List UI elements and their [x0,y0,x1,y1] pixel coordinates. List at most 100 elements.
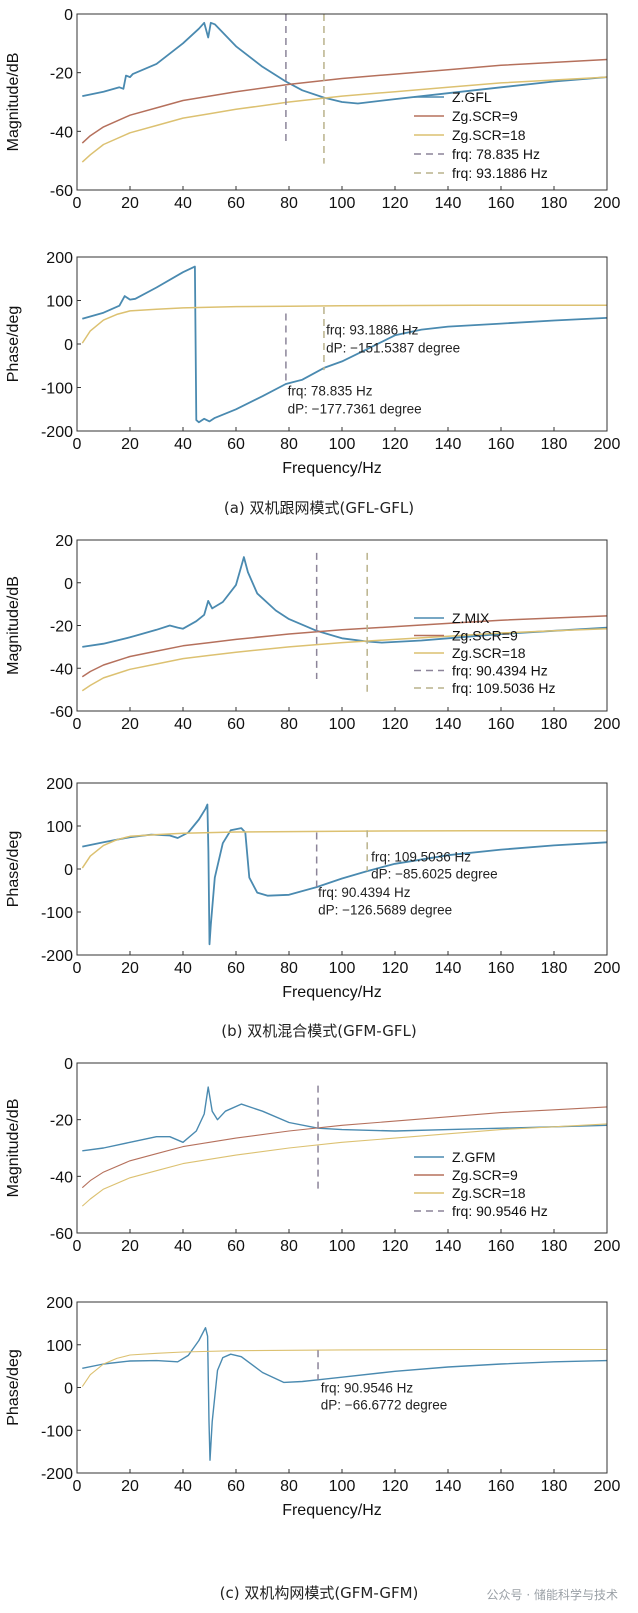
x-tick-label: 80 [280,436,298,453]
series-zg-scr-9 [81,304,607,344]
y-axis-label: Magnitude/dB [5,576,22,675]
y-axis-label: Phase/deg [5,306,22,383]
chart-a-phase: 0 20 40 60 80 100 120 140 160 180 200 -200 -100 0 100 2… [5,250,620,477]
x-tick-label: 180 [541,1238,568,1255]
x-tick-label: 100 [329,960,356,977]
series-z-gfl [82,265,608,424]
x-tick-label: 80 [280,716,298,733]
x-tick-label: 140 [435,1238,462,1255]
y-tick-label: -200 [41,1466,73,1483]
data-tip-label: frq: 109.5036 Hz [371,849,471,864]
x-tick-label: 120 [382,436,409,453]
series-z-gfm [82,1086,608,1152]
series-zg-scr-9 [81,829,607,869]
chart-c-phase: 0 20 40 60 80 100 120 140 160 180 200 -200 -100 0 100 2… [5,1295,620,1519]
legend: Z.GFM Zg.SCR=9 Zg.SCR=18 frq: 90.9546 Hz [414,1149,548,1219]
x-tick-label: 120 [382,716,409,733]
y-tick-label: 100 [46,819,73,836]
x-tick-label: 160 [488,960,515,977]
x-tick-label: 60 [227,1478,245,1495]
x-tick-label: 140 [435,716,462,733]
y-tick-label: -100 [41,905,73,922]
y-tick-label: 20 [55,533,73,550]
x-tick-label: 20 [121,716,139,733]
x-tick-label: 120 [382,1238,409,1255]
caption-b: (b) 双机混合模式(GFM-GFL) [221,1022,417,1040]
series-zg-scr-18 [81,627,608,692]
data-tip-label: dP: −177.7361 degree [288,402,422,417]
x-tick-label: 100 [329,1478,356,1495]
x-tick-label: 200 [594,960,621,977]
legend-label: Zg.SCR=18 [452,645,526,661]
y-tick-label: 100 [46,294,73,311]
x-tick-label: 200 [594,1238,621,1255]
series-zg-scr-18 [81,1123,608,1207]
caption-a: (a) 双机跟网模式(GFL-GFL) [223,499,415,517]
legend-label: frq: 78.835 Hz [452,146,540,162]
x-tick-label: 120 [382,1478,409,1495]
x-tick-label: 0 [73,436,82,453]
caption-c: (c) 双机构网模式(GFM-GFM) [219,1584,419,1602]
series-zg-scr-18 [81,76,608,163]
x-tick-label: 60 [227,960,245,977]
x-tick-label: 100 [329,436,356,453]
y-tick-label: 200 [46,776,73,793]
y-tick-label: 100 [46,1338,73,1355]
data-tip-label: dP: −85.6025 degree [371,866,497,881]
x-tick-label: 20 [121,1478,139,1495]
y-tick-label: 200 [46,250,73,267]
data-tip-label: frq: 90.9546 Hz [321,1381,414,1396]
y-tick-label: -40 [50,124,73,141]
x-tick-label: 0 [73,1238,82,1255]
x-tick-label: 60 [227,195,245,212]
legend-label: Zg.SCR=9 [452,1167,518,1183]
x-tick-label: 160 [488,1478,515,1495]
x-tick-label: 180 [541,716,568,733]
y-tick-label: -100 [41,381,73,398]
x-tick-label: 200 [594,436,621,453]
x-tick-label: 140 [435,960,462,977]
data-tip-label: dP: −66.6772 degree [321,1398,447,1413]
legend-label: frq: 93.1886 Hz [452,165,548,181]
x-tick-label: 0 [73,716,82,733]
x-tick-label: 0 [73,1478,82,1495]
x-tick-label: 200 [594,195,621,212]
x-tick-label: 180 [541,436,568,453]
legend-label: frq: 90.9546 Hz [452,1203,548,1219]
x-tick-label: 40 [174,436,192,453]
chart-b-phase: 0 20 40 60 80 100 120 140 160 180 200 -200 -100 0 100 2… [5,776,620,1001]
y-axis-label: Magnitude/dB [5,53,22,152]
data-tip-label: frq: 90.4394 Hz [318,885,411,900]
x-tick-label: 140 [435,195,462,212]
y-tick-label: -200 [41,948,73,965]
y-tick-label: -20 [50,619,73,636]
x-tick-label: 20 [121,1238,139,1255]
y-axis-label: Magnitude/dB [5,1099,22,1198]
legend-label: Zg.SCR=18 [452,127,526,143]
x-tick-label: 20 [121,436,139,453]
y-axis-label: Phase/deg [5,1349,22,1426]
x-tick-label: 20 [121,195,139,212]
x-tick-label: 140 [435,436,462,453]
series-z-mix [82,803,608,946]
data-tip-label: frq: 78.835 Hz [288,383,373,398]
chart-c-mag: 0 20 40 60 80 100 120 140 160 180 200 -60 -40 -20 0 Mag… [5,1056,620,1255]
legend-label: Zg.SCR=9 [452,628,518,644]
x-tick-label: 40 [174,1478,192,1495]
chart-b-mag: 0 20 40 60 80 100 120 140 160 180 200 -60 -40 -20 0 20 M… [5,533,620,733]
x-tick-label: 100 [329,716,356,733]
series-z-gfl [82,21,608,105]
x-axis-label: Frequency/Hz [282,460,382,477]
series-zg-scr-9 [81,1348,607,1387]
x-tick-label: 80 [280,1238,298,1255]
x-tick-label: 80 [280,960,298,977]
y-tick-label: 0 [64,576,73,593]
x-tick-label: 40 [174,716,192,733]
y-tick-label: -60 [50,1226,73,1243]
y-tick-label: -40 [50,1169,73,1186]
x-tick-label: 100 [329,1238,356,1255]
y-tick-label: -40 [50,661,73,678]
y-axis-label: Phase/deg [5,831,22,908]
legend-label: Z.GFM [452,1149,496,1165]
